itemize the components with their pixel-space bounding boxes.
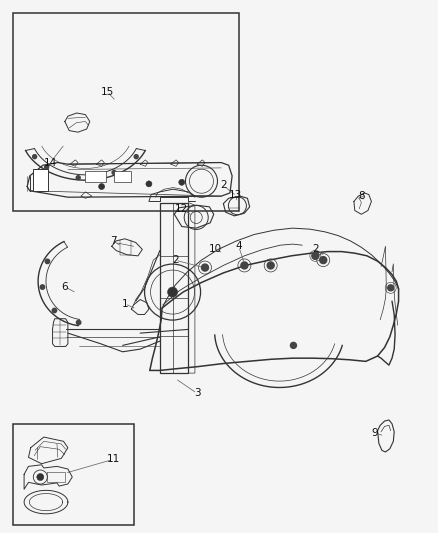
Text: 2: 2	[312, 245, 319, 254]
Circle shape	[134, 155, 138, 159]
Circle shape	[76, 320, 81, 325]
Text: 7: 7	[110, 236, 117, 246]
Circle shape	[168, 287, 177, 297]
Circle shape	[146, 181, 152, 187]
Circle shape	[388, 285, 394, 291]
Circle shape	[201, 264, 208, 271]
Circle shape	[179, 179, 185, 185]
Circle shape	[112, 171, 116, 174]
Circle shape	[241, 262, 248, 269]
Text: 6: 6	[61, 282, 68, 292]
Circle shape	[267, 262, 274, 269]
Circle shape	[312, 252, 319, 260]
Text: 3: 3	[194, 389, 201, 398]
Circle shape	[99, 183, 105, 190]
Text: 10: 10	[209, 245, 222, 254]
Circle shape	[45, 259, 49, 264]
Text: 4: 4	[235, 241, 242, 251]
Bar	[13, 424, 134, 525]
Text: 8: 8	[358, 191, 365, 201]
Text: 2: 2	[220, 181, 227, 190]
Text: 11: 11	[106, 455, 120, 464]
Text: 15: 15	[101, 87, 114, 96]
Circle shape	[45, 165, 49, 169]
Circle shape	[32, 155, 37, 159]
Text: 14: 14	[44, 158, 57, 167]
Circle shape	[37, 473, 44, 481]
Circle shape	[40, 285, 45, 289]
Text: 1: 1	[121, 299, 128, 309]
Circle shape	[76, 176, 80, 180]
Circle shape	[52, 308, 57, 313]
Text: 9: 9	[371, 428, 378, 438]
Bar	[13, 13, 239, 211]
Circle shape	[320, 256, 327, 264]
Text: 2: 2	[172, 255, 179, 265]
Text: 13: 13	[229, 190, 242, 199]
Bar	[33, 169, 48, 191]
Bar	[85, 171, 106, 182]
Circle shape	[290, 342, 297, 349]
Text: 12: 12	[175, 204, 188, 214]
Bar	[114, 171, 131, 182]
